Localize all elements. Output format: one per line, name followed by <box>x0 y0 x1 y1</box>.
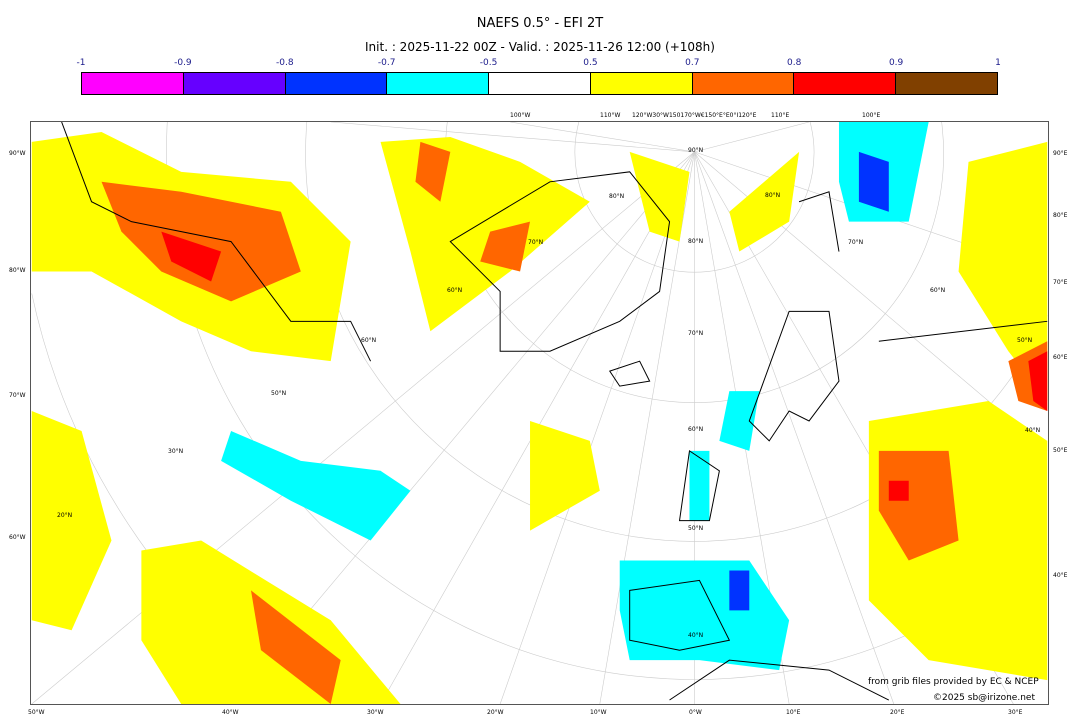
axis-label-right: 90°E <box>1053 150 1068 157</box>
axis-label-lat: 60°N <box>688 426 704 433</box>
axis-label-top: 110°W <box>600 112 621 119</box>
colorbar-label: -1 <box>76 58 86 68</box>
map-subtitle: Init. : 2025-11-22 00Z - Valid. : 2025-1… <box>365 40 715 54</box>
colorbar-label: -0.9 <box>174 58 192 68</box>
axis-label-left: 70°W <box>9 392 26 399</box>
axis-label-lat: 20°N <box>57 512 73 519</box>
coastlines <box>61 122 1048 701</box>
colorbar-swatch <box>590 73 693 94</box>
efi-red <box>161 231 1048 501</box>
colorbar-swatch <box>183 73 286 94</box>
colorbar-label: -0.8 <box>275 58 294 68</box>
axis-label-lat: 50°N <box>1017 337 1033 344</box>
axis-label-bottom: 0°W <box>689 709 702 716</box>
axis-label-lat: 60°N <box>447 287 463 294</box>
efi-blue <box>729 151 889 611</box>
colorbar-label: 0.7 <box>685 58 700 68</box>
axis-label-lat: 70°N <box>528 239 544 246</box>
map-title: NAEFS 0.5° - EFI 2T <box>476 16 604 31</box>
axis-label-bottom: 50°W <box>28 709 45 716</box>
axis-label-lat: 70°N <box>848 239 864 246</box>
colorbar-swatch <box>82 73 184 94</box>
axis-label-right: 40°E <box>1053 572 1068 579</box>
axis-label-lat: 50°N <box>271 390 287 397</box>
axis-label-bottom: 20°W <box>487 709 504 716</box>
axis-label-right: 70°E <box>1053 279 1068 286</box>
colorbar-label: 0.5 <box>583 58 598 68</box>
efi-orange <box>101 141 1048 704</box>
axis-label-bottom: 30°W <box>367 709 384 716</box>
axis-label-lat: 60°N <box>361 337 377 344</box>
colorbar-label: -0.7 <box>377 58 396 68</box>
colorbar-swatch <box>896 73 998 94</box>
axis-label-left: 90°W <box>9 150 26 157</box>
axis-label-top: 110°E <box>771 112 790 119</box>
axis-label-lat: 50°N <box>688 525 704 532</box>
copyright: ©2025 sb@irizone.net <box>933 693 1035 703</box>
source-credit: from grib files provided by EC & NCEP <box>868 677 1039 687</box>
axis-label-top: 120°W30°W150170°W€150°E°E0°I120°E <box>632 112 757 119</box>
axis-label-lat: 80°N <box>765 192 781 199</box>
axis-label-right: 60°E <box>1053 354 1068 361</box>
axis-label-left: 60°W <box>9 534 26 541</box>
colorbar-label: -0.5 <box>479 58 498 68</box>
axis-label-right: 80°E <box>1053 212 1068 219</box>
axis-label-lat: 40°N <box>1025 427 1041 434</box>
axis-label-right: 50°E <box>1053 447 1068 454</box>
axis-label-top: 100°E <box>862 112 881 119</box>
colorbar-swatch <box>794 73 897 94</box>
axis-label-top: 100°W <box>510 112 531 119</box>
colorbar-swatch <box>692 73 795 94</box>
colorbar-swatch <box>387 73 490 94</box>
axis-label-bottom: 10°W <box>590 709 607 716</box>
colorbar-label: 1 <box>995 58 1001 68</box>
axis-label-lat: 80°N <box>688 238 704 245</box>
axis-label-lat: 90°N <box>688 147 704 154</box>
axis-label-lat: 60°N <box>930 287 946 294</box>
map-area <box>30 121 1049 705</box>
axis-label-bottom: 30°E <box>1008 709 1023 716</box>
axis-label-lat: 30°N <box>168 448 184 455</box>
colorbar <box>81 72 998 95</box>
axis-label-left: 80°W <box>9 267 26 274</box>
colorbar-swatch <box>489 73 591 94</box>
axis-label-bottom: 10°E <box>786 709 801 716</box>
axis-label-bottom: 20°E <box>890 709 905 716</box>
axis-label-bottom: 40°W <box>222 709 239 716</box>
axis-label-lat: 40°N <box>688 632 704 639</box>
colorbar-label: 0.8 <box>787 58 802 68</box>
axis-label-lat: 70°N <box>688 330 704 337</box>
colorbar-label: 0.9 <box>888 58 904 68</box>
axis-label-lat: 80°N <box>609 193 625 200</box>
map-svg <box>31 122 1048 704</box>
colorbar-swatch <box>285 73 388 94</box>
